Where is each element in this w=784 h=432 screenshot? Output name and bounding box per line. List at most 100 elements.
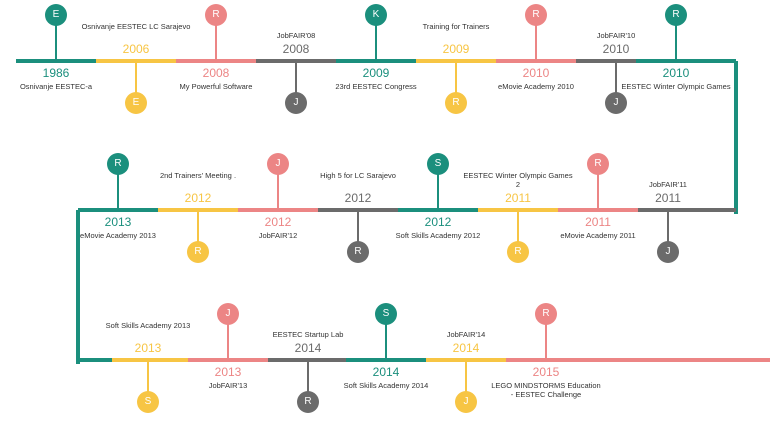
event-year: 2014: [452, 341, 480, 355]
event-marker: E: [45, 4, 67, 26]
event-stem: [545, 320, 547, 360]
event-year: 2011: [655, 191, 681, 205]
event-year: 2009: [442, 42, 470, 56]
event-year: 2014: [294, 341, 322, 355]
event-stem: [535, 21, 537, 61]
event-marker: S: [427, 153, 449, 175]
event-stem: [597, 170, 599, 210]
timeline-segment: [112, 358, 188, 362]
event-stem: [615, 61, 617, 101]
event-label: JobFAIR'12: [258, 231, 298, 240]
event-label: 23rd EESTEC Congress: [335, 82, 417, 91]
event-label: Training for Trainers: [422, 22, 490, 31]
event-marker: R: [187, 241, 209, 263]
event-stem: [455, 61, 457, 101]
event-marker: R: [297, 391, 319, 413]
event-label: LEGO MINDSTORMS Education - EESTEC Chall…: [491, 381, 601, 399]
event-stem: [117, 170, 119, 210]
event-year: 2012: [424, 215, 452, 229]
event-stem: [675, 21, 677, 61]
event-marker: J: [217, 303, 239, 325]
event-marker: S: [137, 391, 159, 413]
event-label: Osnivanje EESTEC-a: [19, 82, 93, 91]
timeline-segment: [346, 358, 426, 362]
event-year: 2011: [585, 215, 611, 229]
event-marker: J: [455, 391, 477, 413]
event-stem: [147, 360, 149, 400]
event-year: 1986: [42, 66, 70, 80]
timeline-segment: [78, 208, 158, 212]
event-marker: R: [587, 153, 609, 175]
event-label: 2nd Trainers' Meeting .: [159, 171, 237, 180]
timeline-segment: [188, 358, 268, 362]
event-year: 2012: [264, 215, 292, 229]
event-marker: J: [267, 153, 289, 175]
event-year: 2012: [344, 191, 372, 205]
event-marker: J: [605, 92, 627, 114]
event-marker: R: [107, 153, 129, 175]
event-stem: [437, 170, 439, 210]
timeline-segment: [398, 208, 478, 212]
event-marker: R: [347, 241, 369, 263]
event-label: JobFAIR'10: [596, 31, 636, 40]
event-label: EESTEC Winter Olympic Games 2: [463, 171, 573, 189]
event-year: 2008: [202, 66, 230, 80]
timeline-segment: [558, 208, 638, 212]
event-marker: J: [657, 241, 679, 263]
event-year: 2008: [282, 42, 310, 56]
timeline-segment: [576, 59, 636, 63]
timeline-connector: [734, 61, 738, 214]
event-marker: E: [125, 92, 147, 114]
event-stem: [517, 210, 519, 250]
timeline-segment: [176, 59, 256, 63]
event-marker: R: [535, 303, 557, 325]
event-stem: [385, 320, 387, 360]
event-label: JobFAIR'13: [208, 381, 248, 390]
event-year: 2013: [134, 341, 162, 355]
event-label: Osnivanje EESTEC LC Sarajevo: [81, 22, 191, 31]
event-label: My Powerful Software: [179, 82, 253, 91]
event-marker: S: [375, 303, 397, 325]
timeline-segment: [496, 59, 576, 63]
event-year: 2013: [104, 215, 132, 229]
event-stem: [375, 21, 377, 61]
event-label: High 5 for LC Sarajevo: [320, 171, 396, 180]
event-marker: R: [525, 4, 547, 26]
event-label: Soft Skills Academy 2012: [395, 231, 481, 240]
timeline-connector: [76, 210, 80, 364]
event-year: 2009: [362, 66, 390, 80]
event-stem: [215, 21, 217, 61]
event-stem: [307, 360, 309, 400]
timeline-segment: [636, 59, 736, 63]
event-label: eMovie Academy 2011: [560, 231, 636, 240]
event-label: JobFAIR'14: [446, 330, 486, 339]
event-marker: R: [445, 92, 467, 114]
event-marker: R: [665, 4, 687, 26]
event-year: 2010: [522, 66, 550, 80]
event-stem: [227, 320, 229, 360]
event-marker: R: [205, 4, 227, 26]
event-year: 2014: [372, 365, 400, 379]
event-label: Soft Skills Academy 2013: [105, 321, 191, 330]
event-label: EESTEC Winter Olympic Games: [621, 82, 731, 91]
event-stem: [295, 61, 297, 101]
event-label: JobFAIR'08: [276, 31, 316, 40]
timeline-segment: [638, 208, 736, 212]
event-marker: K: [365, 4, 387, 26]
event-label: EESTEC Startup Lab: [272, 330, 344, 339]
event-stem: [55, 21, 57, 61]
event-stem: [667, 210, 669, 250]
event-marker: J: [285, 92, 307, 114]
event-stem: [357, 210, 359, 250]
event-year: 2010: [602, 42, 630, 56]
event-year: 2006: [122, 42, 150, 56]
timeline-segment: [336, 59, 416, 63]
timeline-segment: [506, 358, 770, 362]
event-label: eMovie Academy 2013: [80, 231, 156, 240]
event-stem: [197, 210, 199, 250]
event-label: eMovie Academy 2010: [498, 82, 574, 91]
event-label: JobFAIR'11: [649, 180, 687, 189]
event-label: Soft Skills Academy 2014: [343, 381, 429, 390]
timeline-segment: [238, 208, 318, 212]
